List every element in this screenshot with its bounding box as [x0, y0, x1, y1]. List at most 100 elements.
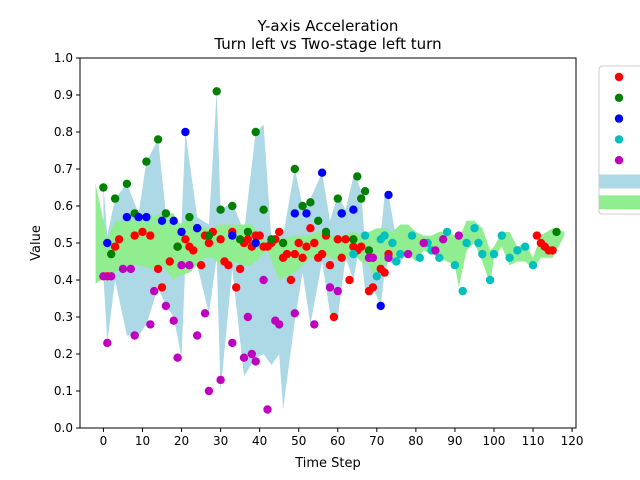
data-point-series-0	[329, 312, 339, 322]
data-point-series-1	[278, 238, 288, 248]
data-point-series-0	[157, 283, 167, 292]
data-point-series-4	[419, 238, 428, 248]
data-point-series-1	[216, 205, 225, 214]
data-point-series-0	[232, 283, 241, 292]
data-point-series-1	[212, 87, 221, 96]
data-point-series-4	[247, 349, 256, 359]
data-point-series-4	[263, 405, 272, 414]
data-point-series-3	[497, 231, 506, 240]
data-point-series-1	[259, 205, 268, 214]
data-point-series-3	[489, 249, 499, 259]
data-point-series-4	[146, 320, 155, 329]
y-axis: 0.0 0.1 0.2 0.3 0.4 0.5 0.6 0.7 0.8 0.9 1.0	[54, 51, 80, 435]
data-point-series-3	[396, 249, 405, 259]
x-tick-label: 50	[291, 434, 306, 448]
data-point-series-1	[185, 212, 194, 222]
data-point-series-1	[99, 183, 108, 192]
data-point-series-3	[462, 238, 471, 248]
data-point-series-4	[185, 261, 194, 270]
data-point-series-2	[290, 209, 299, 218]
data-point-series-2	[103, 238, 112, 248]
data-point-series-1	[298, 201, 307, 211]
data-point-series-4	[403, 249, 413, 259]
data-point-series-4	[126, 264, 135, 274]
data-point-series-2	[384, 190, 393, 200]
data-point-series-1	[107, 249, 116, 259]
data-point-series-4	[118, 264, 128, 274]
x-tick-label: 120	[561, 434, 584, 448]
data-point-series-4	[103, 338, 112, 348]
data-point-series-0	[235, 264, 245, 274]
data-point-series-3	[470, 224, 479, 233]
data-point-series-3	[435, 253, 444, 262]
x-tick-label: 60	[330, 434, 345, 448]
data-point-series-2	[337, 209, 346, 218]
data-point-series-0	[282, 249, 292, 259]
data-point-series-2	[122, 212, 132, 222]
y-tick-label: 0.8	[54, 125, 73, 139]
data-point-series-4	[130, 331, 139, 340]
data-point-series-3	[478, 249, 487, 259]
data-point-series-0	[298, 253, 307, 262]
y-tick-label: 0.5	[54, 236, 73, 250]
data-point-series-2	[376, 301, 385, 311]
data-point-series-2	[251, 238, 260, 248]
data-point-series-1	[353, 172, 362, 181]
data-point-series-3	[360, 231, 370, 240]
data-point-series-1	[360, 187, 370, 196]
legend-marker	[614, 93, 624, 103]
data-point-series-1	[306, 198, 315, 207]
data-point-series-2	[134, 212, 143, 222]
data-point-series-0	[294, 238, 303, 248]
data-point-series-0	[302, 242, 311, 251]
data-point-series-4	[204, 386, 214, 396]
data-point-series-4	[99, 272, 108, 281]
x-axis-label: Time Step	[294, 456, 361, 471]
y-tick-label: 0.7	[54, 162, 73, 176]
data-point-series-1	[314, 216, 323, 225]
data-point-series-1	[228, 201, 237, 211]
data-point-series-0	[114, 235, 124, 244]
legend	[598, 65, 640, 215]
data-point-series-4	[275, 320, 284, 329]
data-point-series-3	[380, 231, 389, 240]
data-point-series-2	[228, 231, 237, 240]
data-point-series-2	[177, 227, 186, 237]
x-tick-label: 10	[135, 434, 150, 448]
legend-marker	[614, 135, 624, 144]
data-point-series-4	[173, 353, 182, 362]
data-point-series-2	[169, 216, 178, 225]
data-point-series-0	[532, 231, 542, 240]
data-point-series-0	[138, 227, 147, 237]
data-point-series-0	[380, 268, 389, 277]
data-point-series-4	[216, 375, 225, 385]
data-point-series-2	[181, 127, 190, 137]
x-tick-label: 100	[483, 434, 506, 448]
data-point-series-0	[146, 231, 155, 240]
data-point-series-1	[267, 235, 276, 244]
data-point-series-0	[290, 249, 299, 259]
data-point-series-4	[239, 353, 249, 362]
data-point-series-4	[439, 235, 448, 244]
data-point-series-3	[528, 261, 538, 270]
y-tick-label: 0.6	[54, 199, 73, 213]
data-point-series-0	[196, 261, 206, 270]
data-point-series-4	[228, 338, 237, 348]
data-point-series-4	[200, 309, 210, 318]
data-point-series-4	[384, 253, 393, 262]
y-tick-label: 1.0	[54, 51, 73, 65]
data-point-series-1	[290, 164, 299, 174]
data-point-series-4	[368, 253, 378, 262]
data-point-series-0	[548, 246, 557, 255]
data-point-series-4	[333, 286, 342, 296]
data-point-series-3	[521, 242, 530, 251]
y-tick-label: 0.1	[54, 384, 73, 398]
data-point-series-1	[161, 209, 171, 218]
data-point-series-0	[216, 235, 225, 244]
data-point-series-2	[302, 209, 311, 218]
data-point-series-0	[110, 242, 120, 251]
data-point-series-4	[325, 283, 335, 292]
data-point-series-3	[450, 261, 460, 270]
x-tick-label: 30	[213, 434, 228, 448]
